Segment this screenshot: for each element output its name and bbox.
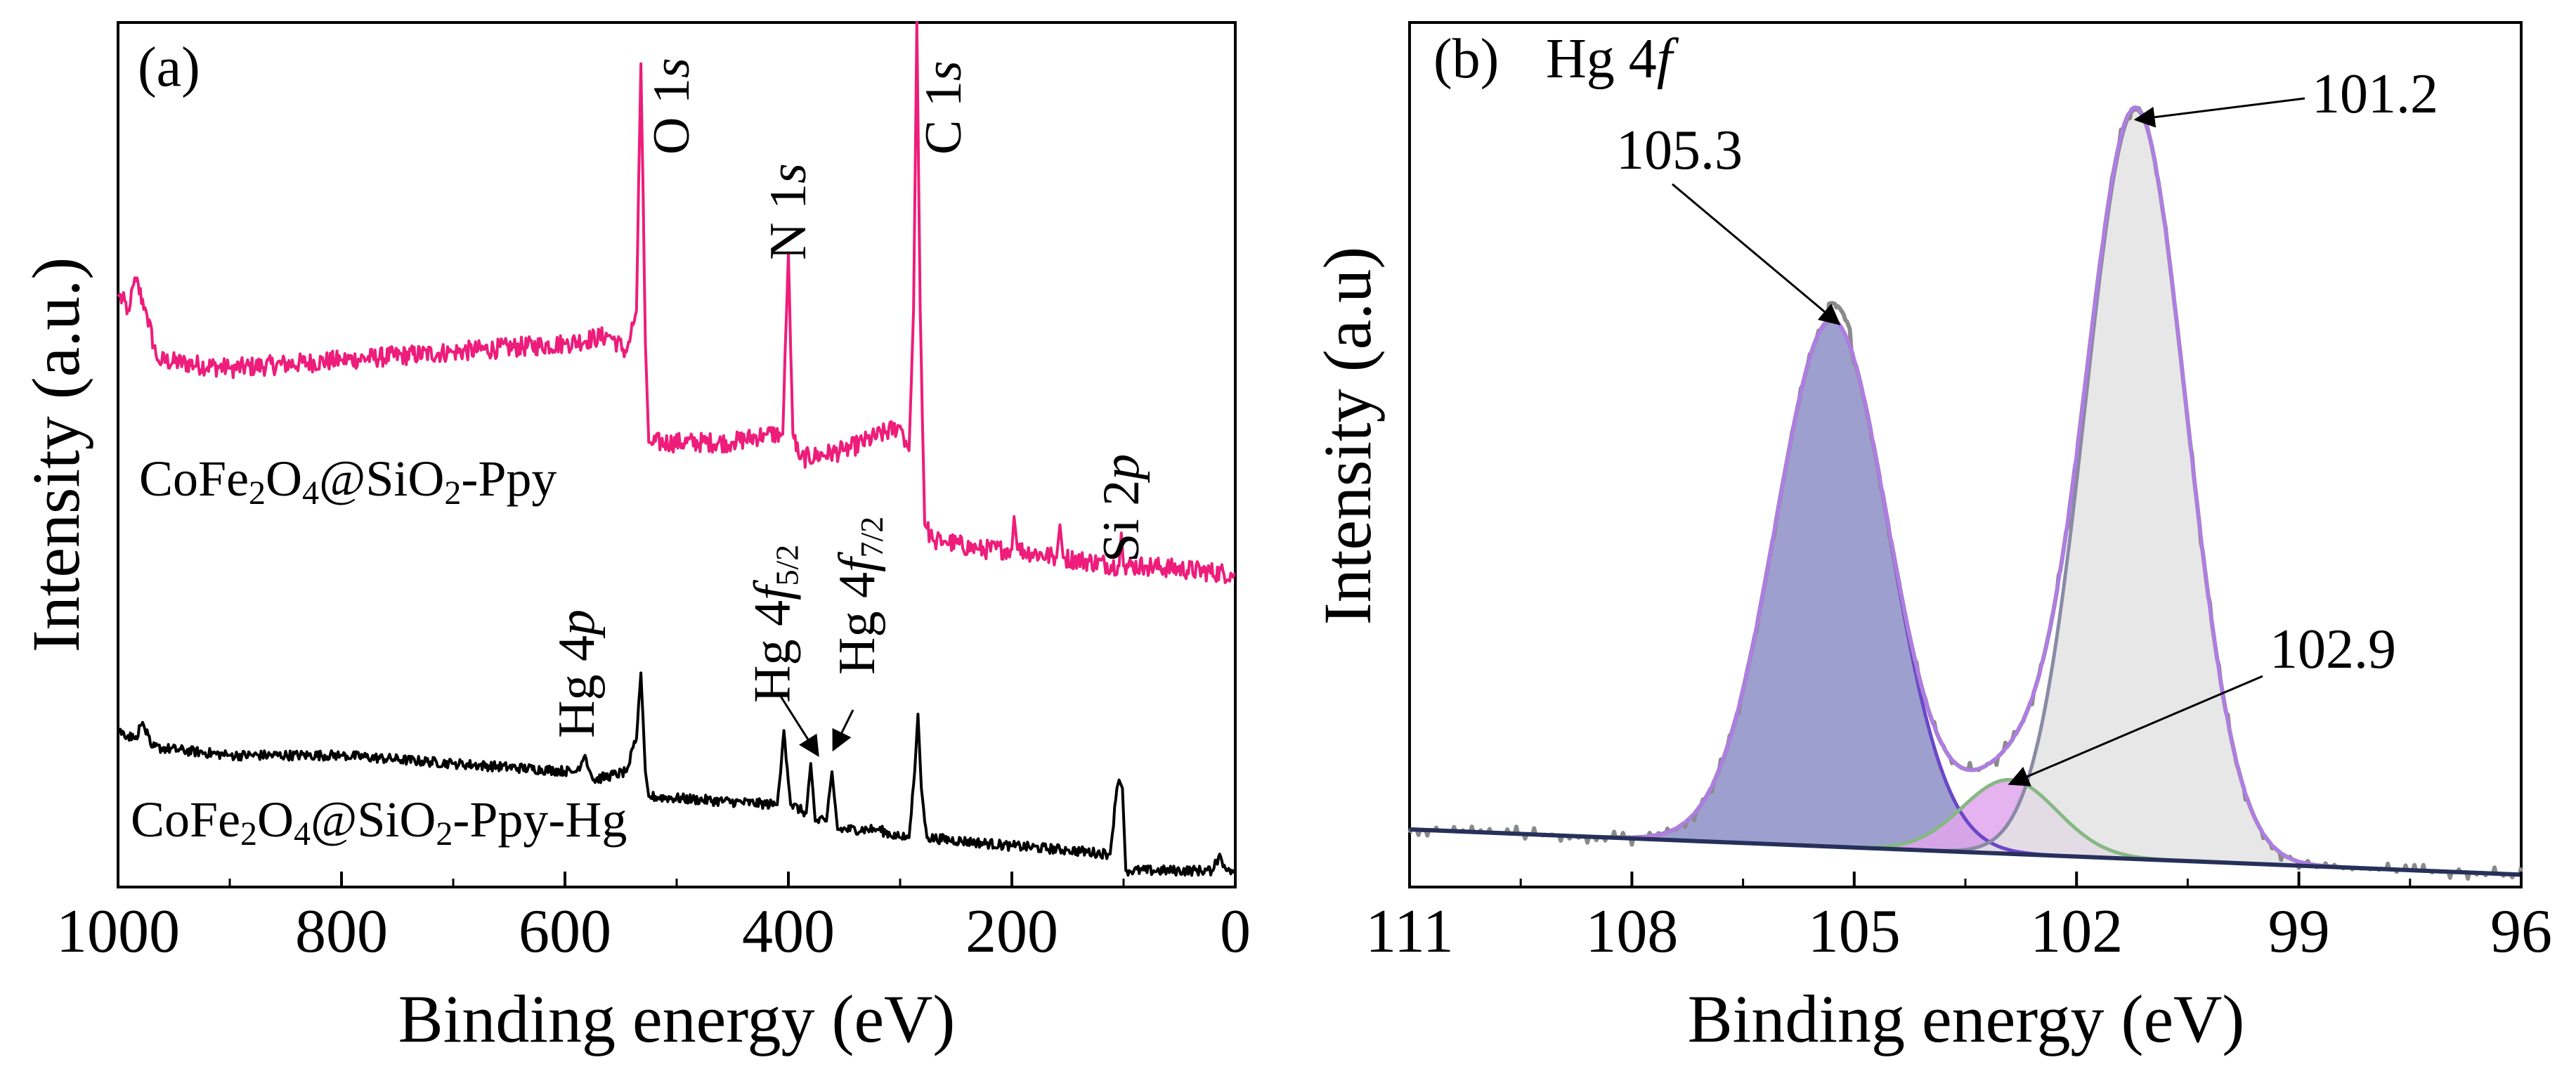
panel-a-label: (a)	[138, 37, 200, 98]
peak-label: Hg 4f7/2	[828, 517, 890, 675]
peak-value-arrow	[2133, 97, 2305, 128]
x-tick-label: 111	[1365, 898, 1453, 966]
x-tick-label: 99	[2268, 898, 2330, 966]
peak-fill-2	[1410, 110, 2521, 875]
peak-label: O 1s	[643, 58, 701, 155]
peak-label: C 1s	[915, 60, 972, 155]
x-tick-label: 102	[2030, 898, 2123, 966]
spectrum-line-ppy-hg	[117, 671, 1236, 877]
x-tick-label: 400	[742, 898, 835, 966]
peak-label: Si 2p	[1093, 454, 1150, 562]
panel-b-peak-fills	[1410, 110, 2521, 875]
x-tick-label: 0	[1220, 898, 1251, 966]
peak-label: Hg 4p	[548, 609, 606, 738]
panel-a-x-axis-label: Binding energy (eV)	[398, 981, 956, 1056]
peak-fill-1	[1410, 779, 2521, 875]
peak-value-arrow	[2008, 675, 2263, 787]
x-tick-label: 200	[965, 898, 1058, 966]
peak-component-line-0	[1409, 318, 2522, 876]
panel-b-lines	[1407, 105, 2523, 881]
peak-value-label: 105.3	[1616, 119, 1743, 181]
panel-b-title: Hg 4f	[1546, 28, 1679, 90]
peak-value-arrow	[1672, 183, 1841, 325]
spectrum-line-ppy	[117, 21, 1236, 584]
panel-b: 111 108 105 102 99 96 105.3 101.2 102.9 (b) Hg …	[1310, 21, 2552, 1056]
panel-b-x-ticks: 111 108 105 102 99 96	[1365, 872, 2552, 966]
peak-label: N 1s	[760, 163, 817, 260]
panel-a-series	[117, 21, 1236, 877]
panel-a: 1000 800 600 400 200 0 O 1s N 1s C 1s Si 2p Hg 4p…	[18, 21, 1251, 1056]
panel-a-y-axis-label: Intensity (a.u.)	[18, 257, 93, 653]
x-tick-label: 96	[2490, 898, 2552, 966]
x-tick-label: 105	[1808, 898, 1901, 966]
hg-4f72-arrow	[832, 709, 854, 752]
x-tick-label: 600	[519, 898, 611, 966]
x-tick-label: 800	[295, 898, 388, 966]
peak-fill-0	[1410, 319, 2521, 875]
panel-b-plot-frame	[1408, 21, 2523, 888]
peak-value-label: 101.2	[2312, 63, 2438, 125]
peak-value-label: 102.9	[2270, 619, 2396, 680]
panel-b-annotations: 105.3 101.2 102.9	[1616, 63, 2438, 787]
panel-b-label: (b)	[1433, 28, 1499, 90]
panel-b-x-axis-label: Binding energy (eV)	[1688, 981, 2245, 1056]
series-label-ppy: CoFe2O4@SiO2-Ppy	[139, 451, 557, 512]
fit-envelope-line	[1409, 105, 2522, 876]
panel-b-y-axis-label: Intensity (a.u)	[1310, 247, 1385, 626]
raw-spectrum-line	[1407, 105, 2523, 881]
x-tick-label: 1000	[56, 898, 180, 966]
series-label-ppy-hg: CoFe2O4@SiO2-Ppy-Hg	[131, 791, 627, 853]
x-tick-label: 108	[1585, 898, 1678, 966]
peak-label: Hg 4f5/2	[743, 545, 805, 703]
peak-component-line-2	[1409, 108, 2522, 876]
hg-4f52-arrow	[777, 692, 819, 757]
baseline-line	[1409, 827, 2522, 877]
panel-a-x-ticks: 1000 800 600 400 200 0	[56, 872, 1251, 966]
